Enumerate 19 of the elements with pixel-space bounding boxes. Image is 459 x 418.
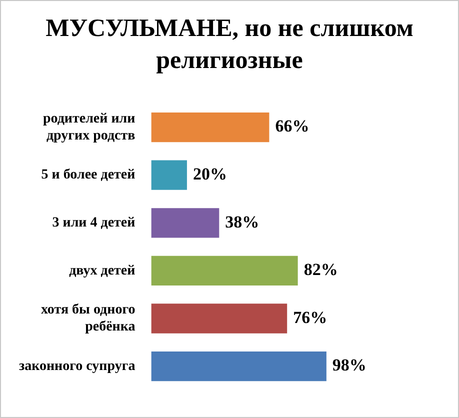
bar (151, 112, 270, 142)
y-tick-label: хотя бы одного ребёнка (40, 302, 136, 335)
y-tick-label: двух детей (69, 263, 136, 278)
bar (151, 208, 220, 238)
data-label: 82% (304, 260, 338, 280)
bar (151, 256, 298, 286)
y-tick-label: родителей или других родств (42, 112, 136, 144)
data-label: 20% (192, 164, 227, 184)
y-tick-label: 5 и более детей (41, 168, 136, 183)
data-label: 38% (225, 212, 260, 232)
bar (151, 351, 326, 382)
data-label: 66% (275, 116, 310, 136)
data-label: 98% (332, 356, 366, 375)
y-tick-label: законного супруга (18, 358, 136, 374)
bar (151, 160, 187, 190)
y-tick-label: 3 или 4 детей (52, 216, 136, 231)
bar (151, 304, 288, 334)
chart-title: МУСУЛЬМАНЕ, но не слишком религиозные (44, 14, 414, 76)
data-label: 76% (293, 308, 328, 327)
